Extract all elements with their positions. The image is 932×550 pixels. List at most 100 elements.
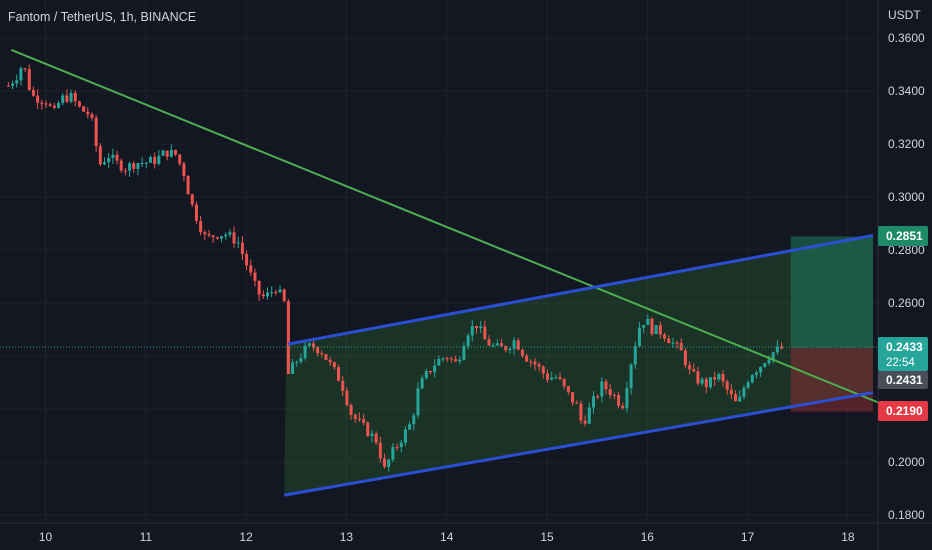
candle-down (617, 395, 621, 406)
candle-down (48, 104, 52, 106)
candle-up (128, 163, 132, 171)
candle-down (604, 381, 608, 390)
candle-down (683, 350, 687, 366)
candle-up (508, 348, 512, 351)
candle-down (383, 458, 387, 467)
candle-up (550, 377, 554, 380)
candle-down (203, 232, 207, 235)
candle-down (40, 102, 44, 104)
candle-down (178, 154, 182, 164)
time-tick-label: 16 (641, 530, 655, 544)
candle-down (541, 366, 545, 374)
candle-down (324, 354, 328, 360)
candle-up (19, 68, 23, 81)
price-tick-label: 0.2800 (888, 243, 925, 257)
candle-down (725, 381, 729, 390)
candle-up (458, 359, 462, 362)
candle-up (775, 346, 779, 353)
candle-down (575, 402, 579, 404)
candle-down (366, 422, 370, 437)
candle-down (23, 68, 27, 70)
candle-up (495, 343, 499, 346)
candle-up (408, 424, 412, 430)
candle-down (525, 355, 529, 362)
candle-up (646, 318, 650, 325)
candle-down (688, 365, 692, 370)
candle-down (579, 403, 583, 421)
candle-up (554, 377, 558, 379)
candle-up (15, 80, 19, 84)
candle-up (642, 324, 646, 328)
candle-down (207, 234, 211, 236)
candle-up (433, 365, 437, 373)
time-axis[interactable]: 10 11 12 13 14 15 16 17 18 (39, 530, 855, 544)
candle-up (278, 289, 282, 293)
candle-up (600, 381, 604, 397)
candle-down (282, 289, 286, 302)
descending-trendline[interactable] (11, 48, 879, 404)
candle-down (558, 377, 562, 380)
candle-up (140, 163, 144, 165)
candle-down (337, 367, 341, 381)
channel-upper-line[interactable] (287, 233, 874, 346)
time-tick-label: 15 (540, 530, 554, 544)
price-tick-label: 0.2600 (888, 296, 925, 310)
candle-up (479, 326, 483, 328)
candle-down (328, 359, 332, 363)
time-tick-label: 17 (741, 530, 755, 544)
position-zones (284, 235, 873, 496)
candle-down (190, 194, 194, 205)
candle-down (608, 389, 612, 396)
drawn-lines[interactable] (11, 48, 879, 497)
candle-down (571, 392, 575, 403)
candle-down (504, 346, 508, 351)
candle-down (165, 150, 169, 157)
candle-up (771, 352, 775, 360)
candle-down (31, 89, 35, 96)
candle-up (111, 154, 115, 159)
candle-down (696, 371, 700, 384)
svg-text:0.2431: 0.2431 (886, 373, 923, 387)
candle-up (625, 388, 629, 409)
candle-down (562, 379, 566, 387)
candle-up (57, 102, 61, 108)
channel-lower-line[interactable] (283, 391, 874, 497)
candle-up (763, 363, 767, 367)
time-tick-label: 12 (239, 530, 253, 544)
candle-up (491, 345, 495, 347)
candle-up (470, 325, 474, 336)
candle-down (123, 170, 127, 172)
candle-down (182, 163, 186, 177)
candle-down (516, 340, 520, 350)
profit-zone (790, 236, 873, 348)
candle-down (132, 163, 136, 169)
candles (6, 64, 784, 472)
target-price-tag: 0.2851 (878, 226, 928, 246)
candle-up (224, 234, 228, 237)
entry-price-tag: 0.2431 (878, 371, 928, 389)
candle-up (399, 442, 403, 448)
candle-up (169, 149, 173, 157)
price-tick-label: 0.1800 (888, 508, 925, 522)
candle-up (420, 378, 424, 389)
candle-down (274, 292, 278, 294)
candle-up (671, 342, 675, 344)
candle-down (194, 204, 198, 222)
candle-down (257, 280, 261, 295)
candle-down (428, 370, 432, 373)
price-axis-currency: USDT (888, 8, 921, 22)
candle-down (353, 414, 357, 419)
grid (0, 0, 878, 523)
price-tick-label: 0.2000 (888, 455, 925, 469)
candle-down (500, 343, 504, 347)
candle-down (449, 358, 453, 360)
candle-down (186, 176, 190, 195)
candle-down (119, 160, 123, 171)
channel-fill (284, 235, 873, 496)
candle-down (445, 358, 449, 360)
candle-up (746, 382, 750, 388)
candle-down (520, 349, 524, 356)
candle-down (734, 394, 738, 402)
candle-up (403, 429, 407, 443)
